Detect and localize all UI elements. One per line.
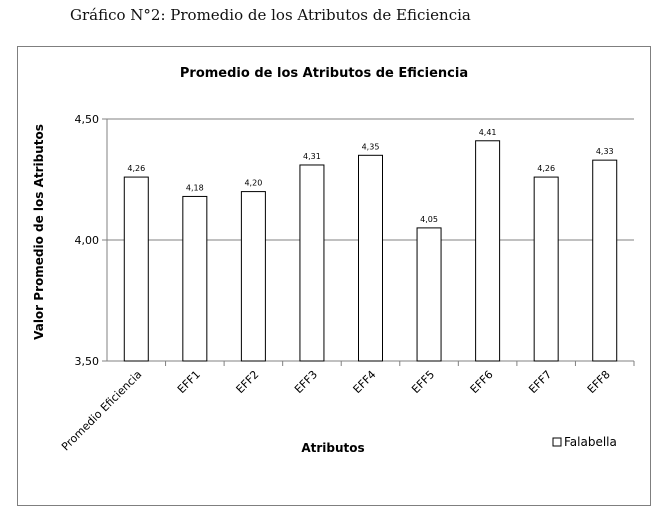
bar <box>123 176 149 362</box>
chart-title: Promedio de los Atributos de Eficiencia <box>180 66 468 81</box>
data-label: 4,18 <box>186 183 204 192</box>
x-tick-label: Promedio Eficiencia <box>59 368 144 453</box>
data-label: 4,26 <box>537 164 555 173</box>
bar <box>475 140 501 362</box>
bar <box>182 195 208 362</box>
y-tick-label: 4,50 <box>75 113 100 126</box>
legend: Falabella <box>552 435 617 449</box>
bar <box>416 227 442 362</box>
x-tick-label: EFF6 <box>468 368 496 396</box>
x-tick-label: EFF5 <box>409 368 437 396</box>
legend-label: Falabella <box>564 435 617 449</box>
figure-caption: Gráfico N°2: Promedio de los Atributos d… <box>70 6 471 24</box>
data-label: 4,05 <box>420 215 438 224</box>
x-tick-label: EFF4 <box>351 368 379 396</box>
bar <box>240 191 266 362</box>
data-label: 4,31 <box>303 152 321 161</box>
data-label: 4,41 <box>479 128 497 137</box>
bar <box>358 154 383 362</box>
y-tick-label: 3,50 <box>75 355 100 368</box>
data-labels: 4,26 4,18 4,20 4,31 4,35 4,05 4,41 4,26 4,33 <box>127 128 613 224</box>
y-tick-labels: 3,50 4,00 4,50 <box>75 113 100 368</box>
x-tick-label: EFF1 <box>175 368 203 396</box>
data-label: 4,33 <box>596 147 614 156</box>
legend-swatch <box>552 437 562 447</box>
data-label: 4,35 <box>362 142 380 151</box>
bar <box>592 159 618 362</box>
bar <box>299 164 325 362</box>
data-label: 4,26 <box>127 164 145 173</box>
bars <box>123 140 618 362</box>
bar <box>533 176 559 362</box>
x-tick-label: EFF7 <box>526 368 554 396</box>
x-tick-label: EFF8 <box>585 368 613 396</box>
data-label: 4,20 <box>244 179 262 188</box>
x-tick-label: EFF2 <box>234 368 262 396</box>
y-tick-label: 4,00 <box>75 234 100 247</box>
x-axis-label: Atributos <box>301 441 364 455</box>
y-axis-label: Valor Promedio de los Atributos <box>32 124 46 340</box>
x-tick-label: EFF3 <box>292 368 320 396</box>
